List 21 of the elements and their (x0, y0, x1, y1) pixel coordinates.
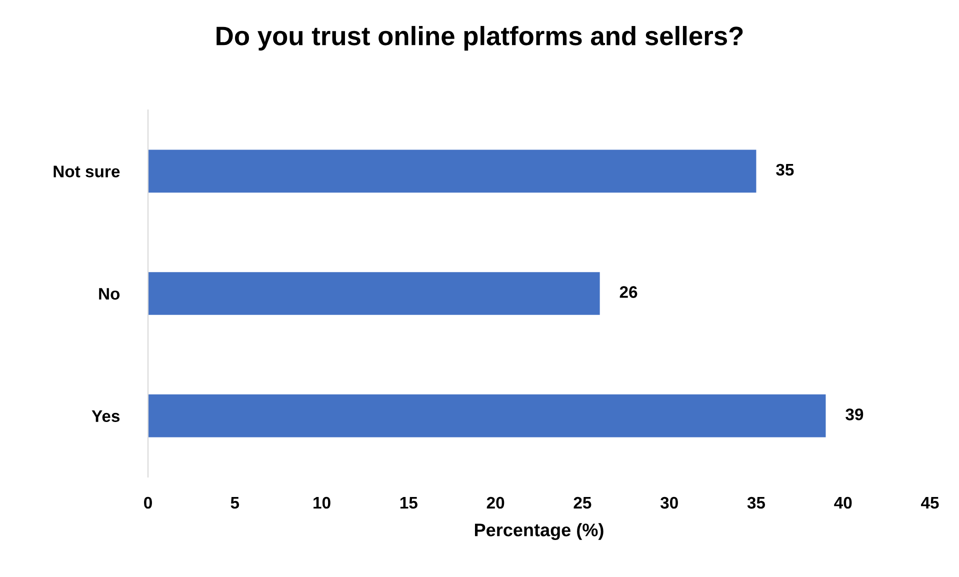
data-label: 35 (776, 164, 794, 176)
x-tick-label: 0 (144, 496, 152, 509)
data-label: 39 (846, 408, 864, 420)
x-tick-label: 10 (314, 496, 330, 509)
x-axis-title: Percentage (%) (474, 523, 604, 540)
x-tick-label: 35 (747, 496, 766, 509)
x-tick-label: 20 (486, 496, 504, 509)
y-tick-label: No (99, 288, 120, 300)
chart-title: Do you trust online platforms and sellers? (216, 26, 743, 51)
x-tick-label: 15 (400, 497, 418, 509)
y-tick-label: Not sure (54, 166, 120, 178)
x-tick-label: 40 (834, 496, 852, 509)
data-label: 26 (620, 286, 638, 298)
x-tick-label: 25 (574, 496, 592, 509)
x-tick-label: 45 (920, 497, 939, 509)
x-tick-label: 5 (230, 497, 240, 509)
bar (148, 150, 756, 193)
x-tick-label: 30 (660, 496, 678, 509)
y-tick-label: Yes (92, 410, 120, 422)
bar (148, 394, 826, 438)
bar (148, 272, 600, 315)
